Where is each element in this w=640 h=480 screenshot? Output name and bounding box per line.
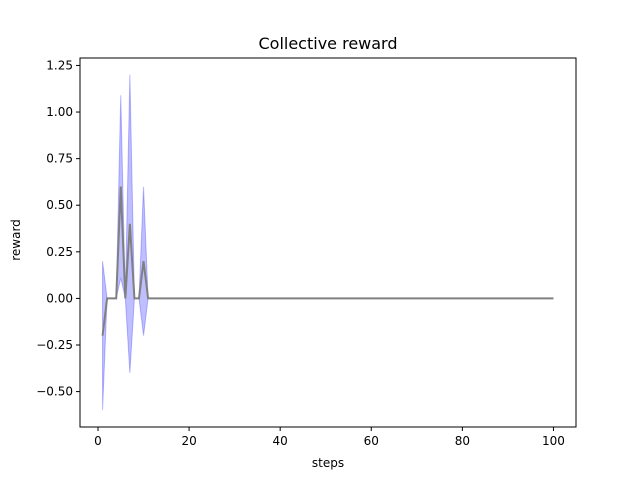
series-line-0: [101, 186, 554, 336]
x-tick-label: 60: [364, 434, 379, 448]
y-tick-label: −0.50: [36, 385, 73, 399]
x-axis-label: steps: [312, 456, 344, 470]
x-tick-label: 40: [273, 434, 288, 448]
plot-frame: [79, 57, 577, 428]
plot-area: [101, 74, 554, 411]
x-tick-label: 20: [181, 434, 196, 448]
y-tick-label: 0.75: [46, 152, 73, 166]
chart-title: Collective reward: [258, 34, 397, 53]
y-tick-label: 1.25: [46, 58, 73, 72]
y-axis-label: reward: [9, 219, 23, 261]
y-tick-label: 0.25: [46, 245, 73, 259]
y-tick-label: −0.25: [36, 338, 73, 352]
x-tick-label: 80: [455, 434, 470, 448]
x-tick-label: 0: [94, 434, 102, 448]
y-axis: −0.50 −0.25 0.00 0.25 0.50 0.75 1.00 1.25: [36, 58, 80, 399]
y-tick-label: 0.50: [46, 198, 73, 212]
y-tick-label: 0.00: [46, 291, 73, 305]
y-tick-label: 1.00: [46, 105, 73, 119]
x-axis: 0 20 40 60 80 100: [94, 427, 565, 448]
x-tick-label: 100: [542, 434, 565, 448]
